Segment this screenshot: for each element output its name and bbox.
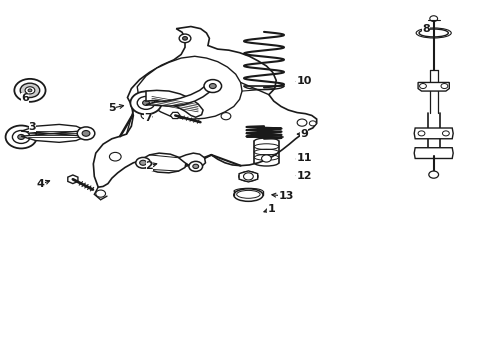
Ellipse shape xyxy=(236,190,260,198)
Circle shape xyxy=(130,91,161,114)
Polygon shape xyxy=(146,90,203,117)
Text: 8: 8 xyxy=(421,24,429,34)
Circle shape xyxy=(419,84,426,89)
Ellipse shape xyxy=(418,29,447,37)
Text: 4: 4 xyxy=(37,179,44,189)
Circle shape xyxy=(77,127,95,140)
Text: 13: 13 xyxy=(278,191,293,201)
Circle shape xyxy=(203,80,221,93)
Text: 1: 1 xyxy=(267,204,275,215)
Polygon shape xyxy=(21,125,86,142)
Text: 5: 5 xyxy=(108,103,116,113)
Text: 2: 2 xyxy=(145,161,153,171)
Polygon shape xyxy=(68,175,78,184)
Circle shape xyxy=(243,173,253,180)
Circle shape xyxy=(140,160,146,165)
Circle shape xyxy=(182,37,187,40)
Circle shape xyxy=(82,131,90,136)
Circle shape xyxy=(12,131,30,143)
Circle shape xyxy=(192,164,198,168)
Circle shape xyxy=(179,34,190,42)
Polygon shape xyxy=(239,171,257,182)
Polygon shape xyxy=(141,153,185,173)
Circle shape xyxy=(109,152,121,161)
Circle shape xyxy=(428,171,438,178)
Polygon shape xyxy=(137,56,242,119)
Text: 11: 11 xyxy=(296,153,311,163)
Polygon shape xyxy=(93,27,316,187)
Polygon shape xyxy=(146,84,214,106)
Text: 12: 12 xyxy=(296,171,311,181)
Text: 10: 10 xyxy=(296,76,311,86)
Text: 9: 9 xyxy=(300,129,307,139)
Circle shape xyxy=(5,126,37,148)
Polygon shape xyxy=(170,112,180,118)
Circle shape xyxy=(417,131,424,136)
Text: 6: 6 xyxy=(21,93,29,103)
Circle shape xyxy=(18,134,24,139)
Circle shape xyxy=(96,190,105,197)
Polygon shape xyxy=(417,82,448,91)
Circle shape xyxy=(429,16,437,22)
Circle shape xyxy=(137,96,155,109)
Circle shape xyxy=(141,112,151,119)
Circle shape xyxy=(209,84,216,89)
Circle shape xyxy=(136,157,150,168)
Circle shape xyxy=(14,79,45,102)
Circle shape xyxy=(25,87,35,94)
Circle shape xyxy=(28,89,32,92)
Polygon shape xyxy=(178,153,205,167)
Circle shape xyxy=(188,161,202,171)
Circle shape xyxy=(221,113,230,120)
Text: 3: 3 xyxy=(28,122,36,132)
Circle shape xyxy=(442,131,448,136)
Circle shape xyxy=(440,84,447,89)
Polygon shape xyxy=(413,128,452,139)
Circle shape xyxy=(142,100,149,105)
Circle shape xyxy=(20,83,40,98)
Ellipse shape xyxy=(233,189,263,201)
Polygon shape xyxy=(413,148,452,158)
Circle shape xyxy=(261,155,271,162)
Circle shape xyxy=(309,121,316,126)
Circle shape xyxy=(297,119,306,126)
Text: 7: 7 xyxy=(144,113,151,123)
